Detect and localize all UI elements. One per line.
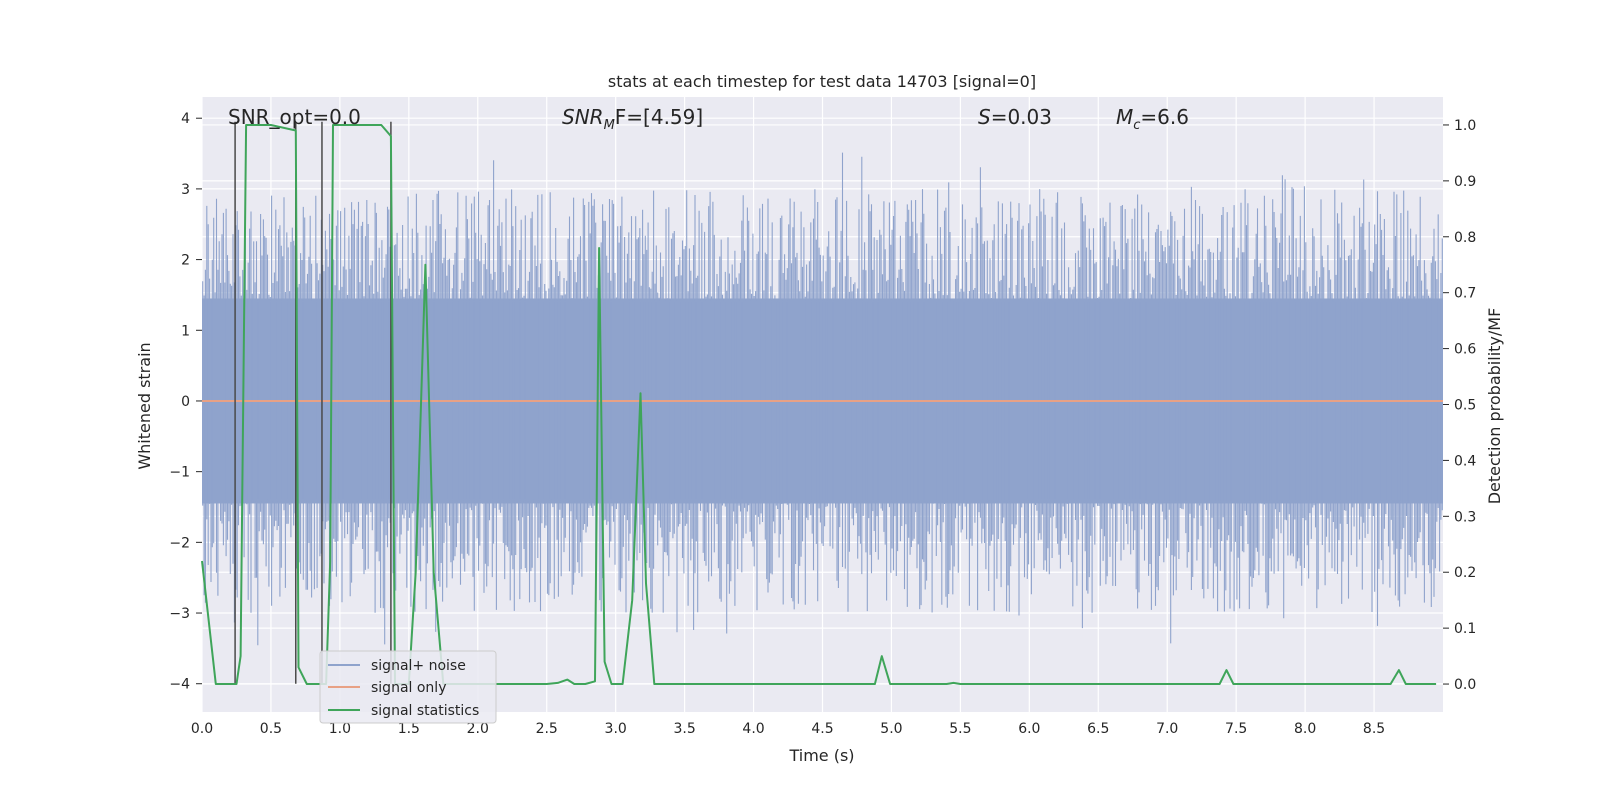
annotation-s: S=0.03 (978, 105, 1052, 129)
legend-label-noise: signal+ noise (371, 658, 466, 674)
x-tick-label-16: 8.0 (1294, 721, 1316, 737)
noise-trace (202, 152, 1443, 646)
y-axis-label-right: Detection probability/MF (1485, 308, 1504, 505)
snr-mf-sub: M (604, 118, 615, 133)
x-tick-label-1: 0.5 (260, 721, 282, 737)
mc-rest: =6.6 (1140, 105, 1189, 129)
statistics-line (201, 124, 1437, 685)
y-right-tick-label-5: 0.5 (1454, 398, 1476, 414)
y-left-tick-label-1: 3 (181, 182, 190, 198)
legend-label-signal-only: signal only (371, 680, 446, 696)
legend-label-statistics: signal statistics (371, 703, 479, 719)
snr-mf-base: SNR (562, 105, 604, 129)
y-right-tick-label-9: 0.1 (1454, 621, 1476, 637)
s-rest: =0.03 (991, 105, 1052, 129)
y-right-tick-label-8: 0.2 (1454, 565, 1476, 581)
chart-title: stats at each timestep for test data 147… (608, 72, 1036, 91)
y-left-tick-label-7: −3 (169, 606, 190, 622)
y-right-tick-label-6: 0.4 (1454, 453, 1476, 469)
y-left-tick-label-0: 4 (181, 111, 190, 127)
y-right-tick-label-2: 0.8 (1454, 230, 1476, 246)
annotation-mc: Mc=6.6 (1116, 105, 1189, 133)
x-tick-label-12: 6.0 (1018, 721, 1040, 737)
annotation-snr-opt: SNR_opt=0.0 (228, 105, 361, 129)
x-tick-label-2: 1.0 (329, 721, 351, 737)
mc-base: M (1116, 105, 1133, 129)
x-tick-label-9: 4.5 (811, 721, 833, 737)
x-tick-label-7: 3.5 (673, 721, 695, 737)
y-left-tick-label-4: 0 (181, 394, 190, 410)
x-tick-label-4: 2.0 (467, 721, 489, 737)
y-right-tick-label-10: 0.0 (1454, 677, 1476, 693)
x-tick-label-3: 1.5 (398, 721, 420, 737)
x-axis-label: Time (s) (788, 746, 854, 765)
y-right-tick-label-0: 1.0 (1454, 118, 1476, 134)
axis-ticks: 0.0 0.5 1.0 1.5 2.0 2.5 3.0 3.5 4.0 4.5 5.0 5.5 6.0 6… (169, 111, 1476, 737)
mc-sub: c (1133, 118, 1140, 133)
y-left-tick-label-5: −1 (169, 465, 190, 481)
annotation-snr-mf: SNRMF=[4.59] (562, 105, 703, 133)
x-tick-label-15: 7.5 (1225, 721, 1247, 737)
x-tick-label-10: 5.0 (880, 721, 902, 737)
x-tick-label-11: 5.5 (949, 721, 971, 737)
x-tick-label-8: 4.0 (742, 721, 764, 737)
y-right-tick-label-4: 0.6 (1454, 342, 1476, 358)
statistics-series (201, 124, 1437, 685)
x-tick-label-0: 0.0 (191, 721, 213, 737)
y-left-tick-label-2: 2 (181, 253, 190, 269)
x-tick-label-14: 7.0 (1156, 721, 1178, 737)
legend-box (319, 650, 497, 724)
y-left-tick-label-8: −4 (169, 677, 190, 693)
s-italic: S (978, 105, 991, 129)
snr-mf-rest: F=[4.59] (615, 105, 703, 129)
y-right-tick-label-7: 0.3 (1454, 509, 1476, 525)
y-right-tick-label-3: 0.7 (1454, 286, 1476, 302)
legend: signal+ noise signal only signal statist… (319, 650, 497, 724)
x-tick-label-6: 3.0 (605, 721, 627, 737)
y-right-tick-label-1: 0.9 (1454, 174, 1476, 190)
y-axis-label-left: Whitened strain (135, 342, 154, 469)
y-left-tick-label-3: 1 (181, 323, 190, 339)
x-tick-label-5: 2.5 (536, 721, 558, 737)
x-tick-label-17: 8.5 (1363, 721, 1385, 737)
y-left-tick-label-6: −2 (169, 535, 190, 551)
x-tick-label-13: 6.5 (1087, 721, 1109, 737)
